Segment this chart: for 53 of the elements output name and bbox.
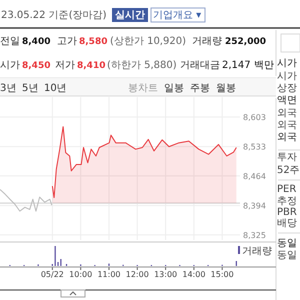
text: 일봉 xyxy=(164,83,184,94)
text: 투자 xyxy=(277,152,297,163)
y-tick-label: 8,394 xyxy=(243,202,266,211)
text: 상장 xyxy=(277,83,297,94)
x-tick-label: 15:00 xyxy=(210,270,234,279)
text: 252,000 xyxy=(225,37,266,47)
text: 시가 xyxy=(0,60,20,71)
text: 2,147 백만 xyxy=(222,60,274,71)
text: 23.05.22 기준(장마감) xyxy=(1,10,107,21)
text: 시가 xyxy=(277,58,297,69)
text: (상한가 10,920) xyxy=(110,36,186,47)
text: 8,410 xyxy=(77,61,106,71)
text: 8,580 xyxy=(79,37,108,47)
text: 외국 xyxy=(277,108,297,119)
text: 5년 xyxy=(22,83,38,94)
text: 월봉 xyxy=(216,83,236,94)
text: 액면 xyxy=(277,95,297,106)
x-tick-label: 14:00 xyxy=(182,270,206,279)
text: 3년 xyxy=(0,83,16,94)
text: 동일 xyxy=(277,250,297,261)
x-tick-label: 12:00 xyxy=(126,270,149,279)
y-tick-label: 8,325 xyxy=(243,230,266,240)
text: 봉차트 xyxy=(128,83,158,94)
text: 저가 xyxy=(55,60,75,71)
text: PER xyxy=(277,184,296,195)
text: 52주 xyxy=(277,165,300,176)
text: PBR xyxy=(277,207,297,218)
text: 8,400 xyxy=(22,37,50,47)
text: 거래대금 xyxy=(180,60,220,71)
text: 외국 xyxy=(277,120,297,131)
text: 10년 xyxy=(44,83,67,94)
text: (하한가 5,880) xyxy=(107,60,177,71)
text: 고가 xyxy=(57,36,77,47)
y-tick-label: 8,464 xyxy=(243,172,266,181)
text: 전일 xyxy=(0,36,20,47)
text: 거래량 xyxy=(192,36,222,47)
text: 주봉 xyxy=(190,83,210,94)
legend-label: 거래량 xyxy=(242,246,272,257)
text: 배당 xyxy=(277,218,297,229)
text: 실시간 xyxy=(115,10,145,21)
x-tick-label: 13:00 xyxy=(154,270,178,279)
text: 외국 xyxy=(277,132,297,143)
text: 시가 xyxy=(277,71,297,82)
text: 추정 xyxy=(277,196,297,207)
text: 기업개요 ▾ xyxy=(153,10,202,21)
x-tick-label: 10:00 xyxy=(69,270,92,279)
text: 동일 xyxy=(277,238,297,249)
line-series xyxy=(0,189,52,212)
text: 8,450 xyxy=(22,61,50,71)
x-tick-label: 05/22 xyxy=(40,270,64,279)
y-tick-label: 8,603 xyxy=(243,112,266,122)
x-tick-label: 11:00 xyxy=(97,270,121,279)
y-tick-label: 8,533 xyxy=(243,142,266,152)
